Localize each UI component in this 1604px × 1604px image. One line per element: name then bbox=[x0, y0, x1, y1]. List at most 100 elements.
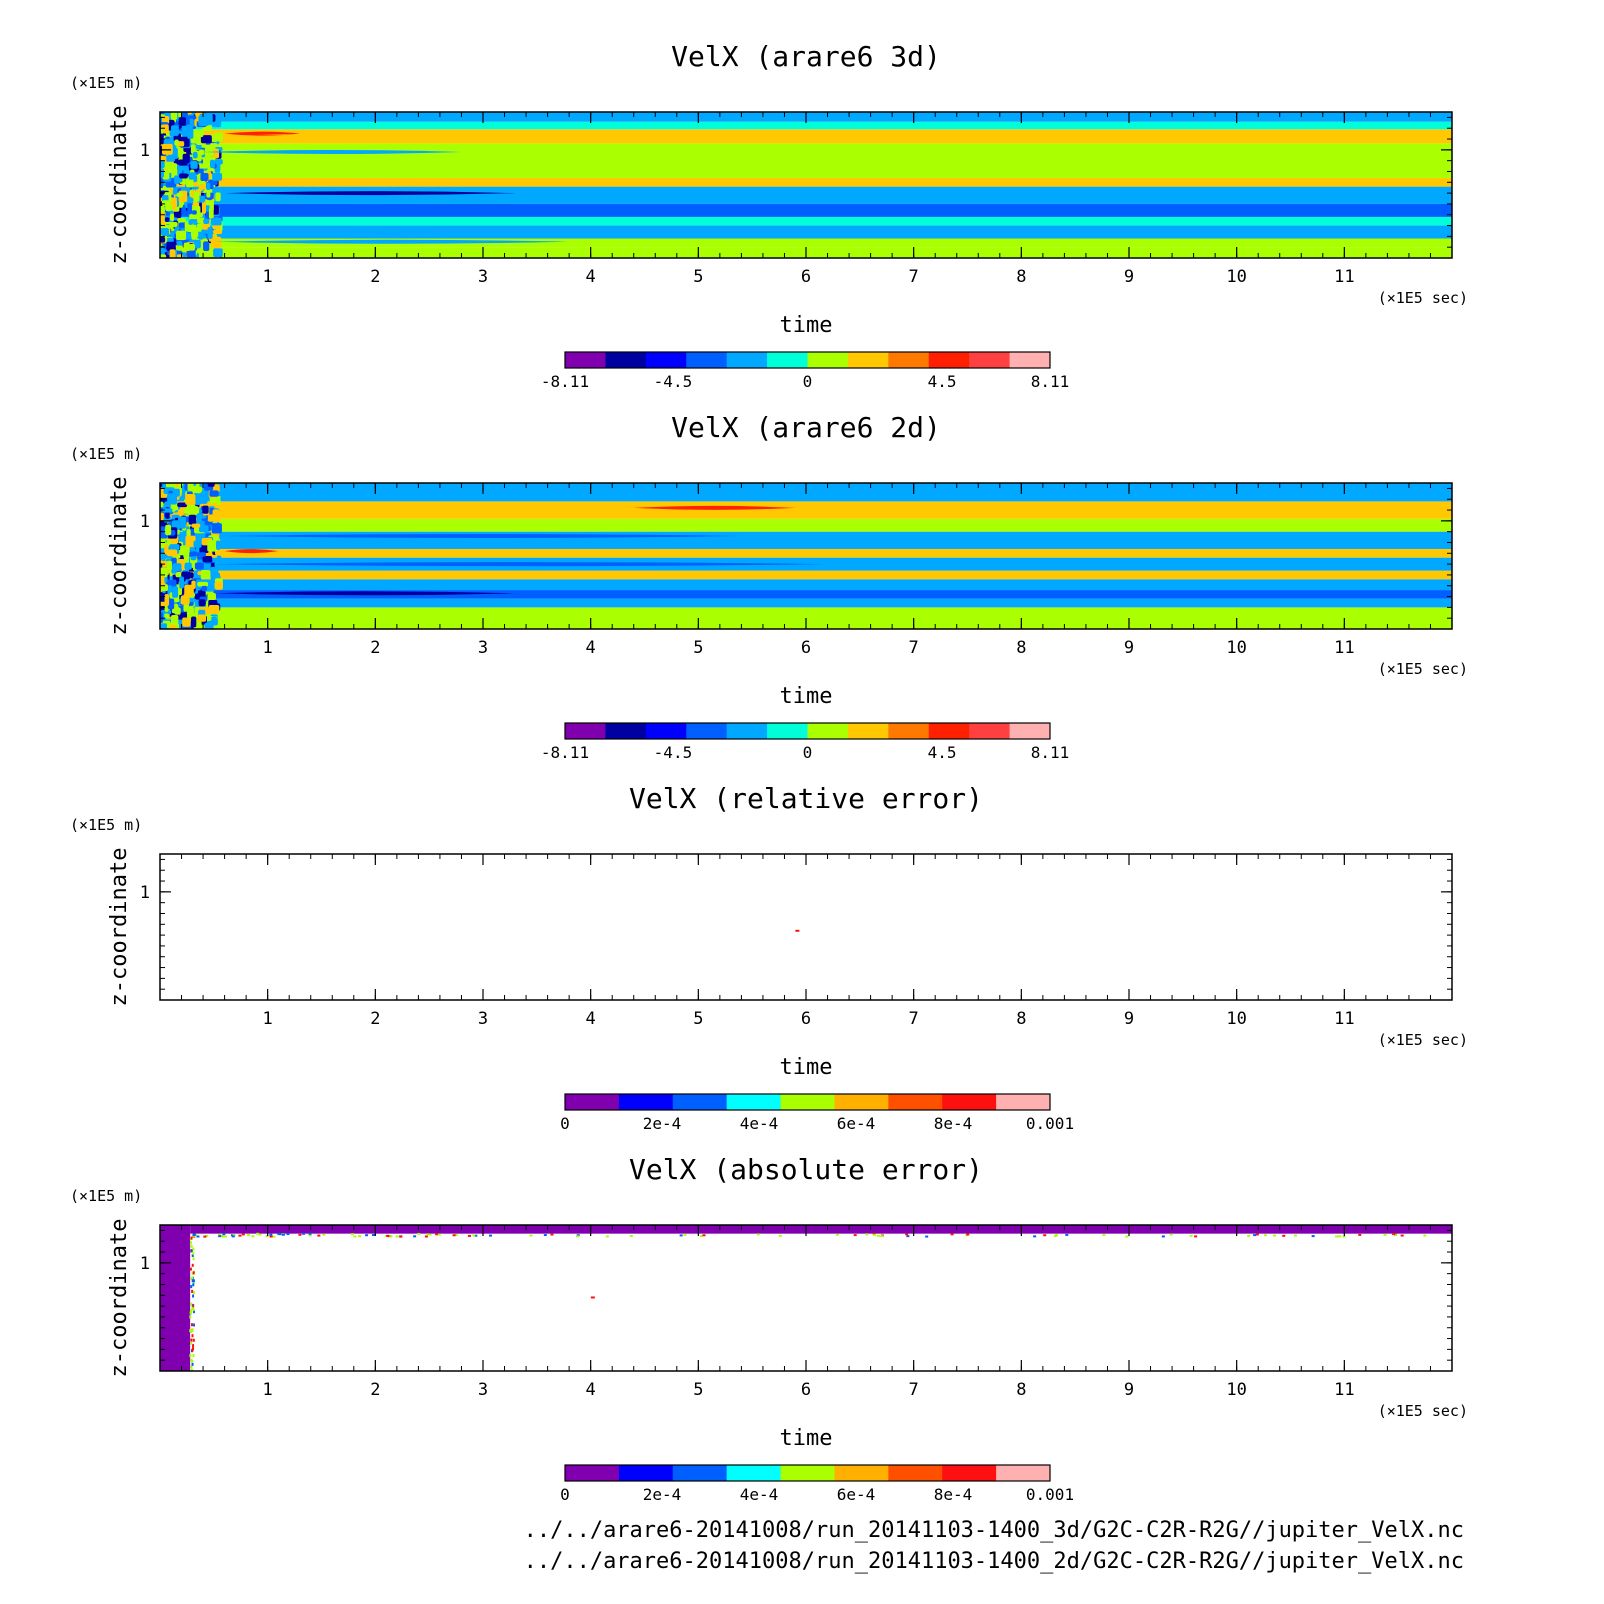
heatmap-cell bbox=[189, 1353, 192, 1357]
heatmap-region bbox=[160, 1225, 191, 1371]
heatmap-cell bbox=[702, 1234, 706, 1237]
colorbar-frame bbox=[564, 1093, 1051, 1111]
colorbar-swatch bbox=[1009, 352, 1051, 368]
heatmap-band bbox=[160, 531, 1452, 549]
heatmap-cell bbox=[163, 613, 169, 618]
heatmap-cell bbox=[188, 514, 197, 525]
heatmap-cell bbox=[190, 1365, 193, 1369]
heatmap-cell bbox=[160, 488, 165, 497]
heatmap-cell bbox=[214, 132, 223, 142]
heatmap-cell bbox=[202, 555, 213, 563]
colorbar-tick-label: 8e-4 bbox=[934, 1485, 973, 1504]
heatmap-cell bbox=[353, 1235, 357, 1238]
heatmap-cell bbox=[1194, 1235, 1198, 1238]
colorbar-swatch bbox=[996, 1094, 1051, 1110]
colorbar-swatch bbox=[996, 1465, 1051, 1481]
heatmap-cell bbox=[1043, 1234, 1047, 1237]
colorbar-tick-label: 6e-4 bbox=[837, 1114, 876, 1133]
chart-title: VelX (arare6 3d) bbox=[671, 40, 941, 73]
heatmap-cell bbox=[176, 192, 183, 197]
x-tick-label: 3 bbox=[478, 1380, 488, 1400]
heatmap-cell bbox=[232, 1234, 236, 1237]
heatmap-cell bbox=[192, 1271, 195, 1275]
heatmap-cell bbox=[925, 1235, 929, 1238]
heatmap-cell bbox=[308, 1232, 312, 1235]
heatmap-cell bbox=[190, 1323, 193, 1327]
heatmap-cell bbox=[189, 1315, 192, 1319]
heatmap-cell bbox=[679, 1234, 683, 1237]
x-tick-label: 10 bbox=[1226, 267, 1246, 287]
colorbar-tick-label: 2e-4 bbox=[643, 1485, 682, 1504]
heatmap-cell bbox=[169, 249, 176, 258]
heatmap-cell bbox=[191, 1348, 194, 1352]
colorbar-swatch bbox=[1009, 723, 1051, 739]
chart-panel-3: VelX (relative error) (×1E5 m) z-coordinat… bbox=[70, 782, 1468, 1133]
heatmap-cell bbox=[192, 1283, 195, 1287]
colorbar-swatch bbox=[618, 1465, 674, 1481]
colorbar: 0 2e-4 4e-4 6e-4 8e-4 0.001 bbox=[560, 1464, 1074, 1504]
heatmap-cell bbox=[196, 1235, 200, 1238]
heatmap-cell bbox=[192, 1279, 195, 1283]
colorbar-swatch bbox=[888, 1094, 943, 1110]
heatmap-cell bbox=[160, 512, 164, 521]
heatmap-cell bbox=[191, 1263, 194, 1267]
y-axis-label: z-coordinate bbox=[107, 848, 132, 1007]
heatmap-cell bbox=[166, 483, 176, 489]
heatmap-cell bbox=[193, 1323, 196, 1327]
heatmap-cell bbox=[202, 505, 209, 514]
footer-source-2d: ../../arare6-20141008/run_20141103-1400_… bbox=[523, 1549, 1464, 1574]
heatmap-cell bbox=[192, 151, 198, 159]
heatmap-cell bbox=[1358, 1233, 1362, 1236]
heatmap-cell bbox=[880, 1235, 884, 1238]
x-tick-label: 6 bbox=[801, 1380, 811, 1400]
x-tick-label: 1 bbox=[263, 1380, 273, 1400]
colorbar-swatch bbox=[888, 723, 930, 739]
heatmap-cell bbox=[358, 1235, 362, 1238]
heatmap-cell bbox=[256, 1232, 260, 1235]
heatmap-cell bbox=[178, 521, 185, 526]
heatmap-cell bbox=[190, 144, 196, 155]
colorbar-swatch bbox=[726, 352, 768, 368]
colorbar-tick-label: 8.11 bbox=[1031, 372, 1070, 391]
colorbar-swatch bbox=[565, 1465, 620, 1481]
x-tick-label: 9 bbox=[1124, 638, 1134, 658]
y-unit-label: (×1E5 m) bbox=[70, 1187, 142, 1205]
heatmap-cell bbox=[190, 1236, 193, 1240]
heatmap-cell bbox=[170, 213, 175, 222]
x-tick-label: 8 bbox=[1016, 267, 1026, 287]
heatmap-cell bbox=[191, 1362, 194, 1366]
x-tick-label: 3 bbox=[478, 638, 488, 658]
heatmap-cell bbox=[197, 614, 207, 622]
heatmap-cell bbox=[196, 552, 207, 557]
colorbar-swatch bbox=[807, 352, 849, 368]
x-unit-label: (×1E5 sec) bbox=[1378, 289, 1468, 307]
heatmap-cell bbox=[472, 1234, 476, 1237]
x-tick-label: 2 bbox=[370, 1380, 380, 1400]
heatmap-cell bbox=[966, 1233, 970, 1236]
heatmap-cell bbox=[191, 1334, 194, 1338]
heatmap-cell bbox=[192, 1344, 195, 1348]
heatmap-cell bbox=[187, 606, 194, 615]
heatmap-band bbox=[160, 216, 1452, 226]
heatmap-cell bbox=[210, 159, 216, 169]
x-tick-label: 4 bbox=[586, 267, 596, 287]
heatmap-cell bbox=[174, 175, 180, 185]
heatmap-streak bbox=[213, 562, 828, 567]
x-tick-label: 2 bbox=[370, 1009, 380, 1029]
heatmap-cell bbox=[161, 228, 170, 236]
colorbar-tick-label: -4.5 bbox=[654, 743, 693, 762]
heatmap-streak bbox=[256, 132, 753, 137]
heatmap-cell bbox=[365, 1234, 369, 1237]
heatmap-cell bbox=[206, 182, 211, 191]
heatmap-cell bbox=[164, 604, 169, 612]
heatmap-cell bbox=[218, 1235, 222, 1238]
heatmap-cell bbox=[950, 1233, 954, 1236]
heatmap-cell bbox=[1400, 1234, 1404, 1237]
colorbar-tick-label: -8.11 bbox=[541, 372, 589, 391]
heatmap-cell bbox=[454, 1234, 458, 1237]
heatmap-cell bbox=[238, 1234, 242, 1237]
heatmap-cell bbox=[174, 139, 179, 146]
heatmap-cell bbox=[191, 1368, 194, 1371]
heatmap-cell bbox=[176, 230, 187, 241]
heatmap-cell bbox=[231, 1235, 235, 1238]
